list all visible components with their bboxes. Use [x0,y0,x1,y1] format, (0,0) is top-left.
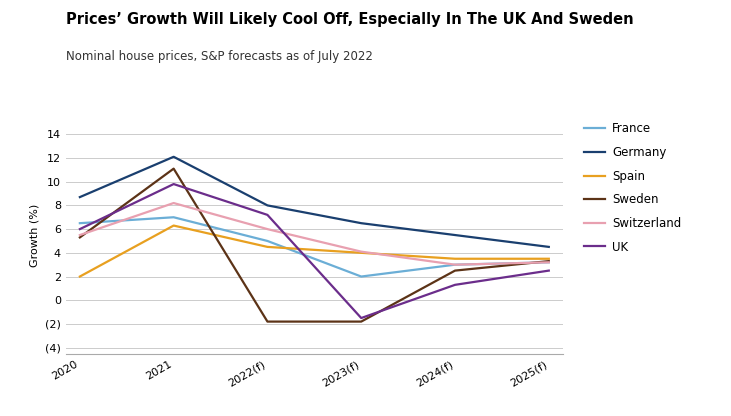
Line: Germany: Germany [80,157,549,247]
Spain [170,223,178,228]
Line: Switzerland: Switzerland [80,203,549,265]
France [263,238,272,243]
UK [263,213,272,218]
UK [450,282,459,287]
Sweden [170,166,178,171]
France [357,274,366,279]
UK [75,227,84,232]
Germany [450,233,459,238]
Spain [75,274,84,279]
Spain [263,244,272,249]
Germany [170,154,178,159]
Switzerland [357,249,366,254]
Switzerland [450,262,459,267]
Line: France: France [80,217,549,277]
Germany [263,203,272,208]
Y-axis label: Growth (%): Growth (%) [29,203,39,267]
Spain [357,250,366,255]
UK [170,181,178,186]
Sweden [545,259,553,264]
Line: UK: UK [80,184,549,318]
Switzerland [263,227,272,232]
Germany [357,220,366,225]
France [75,220,84,225]
Germany [75,195,84,200]
Sweden [450,268,459,273]
UK [545,268,553,273]
Switzerland [545,260,553,265]
Sweden [357,319,366,324]
Germany [545,244,553,249]
Sweden [75,235,84,240]
Line: Sweden: Sweden [80,168,549,322]
France [545,260,553,265]
Switzerland [75,233,84,238]
Spain [545,256,553,261]
Text: Prices’ Growth Will Likely Cool Off, Especially In The UK And Sweden: Prices’ Growth Will Likely Cool Off, Esp… [66,12,634,27]
Line: Spain: Spain [80,225,549,277]
Sweden [263,319,272,324]
Text: Nominal house prices, S&P forecasts as of July 2022: Nominal house prices, S&P forecasts as o… [66,50,373,63]
France [450,262,459,267]
Legend: France, Germany, Spain, Sweden, Switzerland, UK: France, Germany, Spain, Sweden, Switzerl… [583,122,681,253]
UK [357,315,366,320]
France [170,215,178,220]
Switzerland [170,201,178,206]
Spain [450,256,459,261]
